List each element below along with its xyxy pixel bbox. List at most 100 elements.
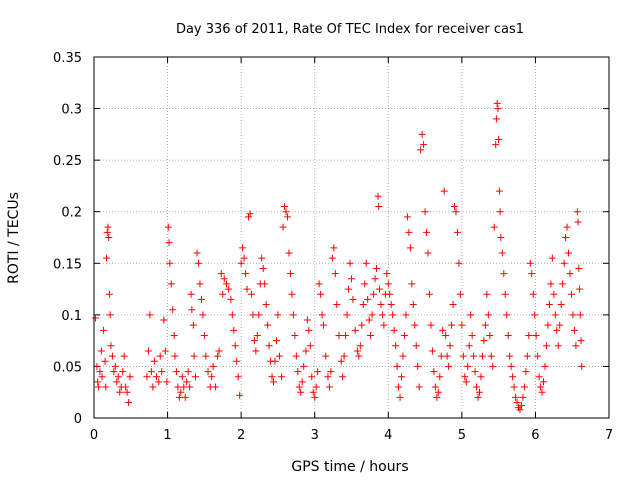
- data-point: [294, 368, 302, 376]
- data-point: [245, 213, 252, 221]
- chart-title: Day 336 of 2011, Rate Of TEC Index for r…: [176, 22, 524, 37]
- data-point: [359, 301, 367, 309]
- data-point: [374, 192, 382, 200]
- data-point: [386, 290, 394, 298]
- data-point: [566, 270, 574, 278]
- data-point: [214, 352, 222, 360]
- data-point: [234, 373, 242, 381]
- data-point: [265, 342, 273, 350]
- y-tick-label: 0.05: [53, 360, 82, 375]
- data-point: [461, 373, 469, 381]
- data-point: [458, 321, 466, 329]
- data-point: [434, 388, 442, 396]
- data-point: [283, 213, 291, 221]
- data-point: [246, 210, 254, 218]
- data-point: [468, 331, 476, 339]
- data-point: [120, 352, 128, 360]
- data-point: [477, 373, 485, 381]
- data-point: [94, 383, 102, 391]
- data-point: [219, 290, 227, 298]
- data-point: [225, 285, 233, 293]
- data-point: [262, 301, 270, 309]
- data-point: [146, 311, 154, 319]
- data-point: [452, 208, 460, 216]
- y-tick-label: 0.35: [53, 51, 82, 66]
- x-tick-label: 3: [311, 428, 319, 443]
- data-point: [165, 239, 173, 247]
- data-point: [94, 378, 102, 386]
- data-point: [526, 259, 534, 267]
- data-point: [275, 352, 283, 360]
- data-point: [305, 326, 313, 334]
- data-point: [200, 331, 208, 339]
- data-point: [322, 352, 330, 360]
- data-point: [169, 306, 177, 314]
- data-point: [282, 208, 290, 216]
- data-point: [125, 399, 133, 407]
- data-point: [402, 311, 410, 319]
- data-point: [237, 259, 245, 267]
- data-point: [478, 352, 486, 360]
- data-point: [392, 342, 400, 350]
- data-point: [551, 311, 559, 319]
- data-point: [143, 373, 151, 381]
- data-point: [243, 285, 251, 293]
- data-point: [111, 362, 119, 370]
- data-point: [188, 306, 196, 314]
- data-point: [311, 393, 319, 401]
- data-point: [498, 249, 506, 257]
- data-point: [93, 362, 101, 370]
- data-point: [430, 368, 438, 376]
- data-point: [220, 275, 228, 283]
- data-point: [172, 368, 180, 376]
- data-point: [370, 290, 378, 298]
- data-point: [98, 373, 106, 381]
- data-point: [196, 280, 204, 288]
- data-point: [545, 301, 553, 309]
- data-point: [417, 146, 425, 154]
- data-point: [553, 326, 561, 334]
- data-point: [91, 314, 99, 322]
- data-point: [236, 391, 244, 399]
- data-point: [436, 373, 444, 381]
- data-point: [158, 368, 166, 376]
- data-point: [259, 264, 267, 272]
- data-point: [327, 368, 335, 376]
- data-point: [516, 406, 524, 414]
- y-axis-label: ROTI / TECUs: [6, 192, 22, 284]
- data-point: [258, 254, 266, 262]
- data-point: [408, 280, 416, 288]
- grid-layer: [94, 57, 609, 418]
- data-point: [476, 388, 484, 396]
- data-point: [464, 362, 472, 370]
- data-point: [144, 347, 152, 355]
- data-point: [189, 321, 197, 329]
- data-point: [373, 264, 381, 272]
- data-point: [446, 342, 454, 350]
- data-point: [339, 373, 347, 381]
- data-point: [230, 326, 238, 334]
- data-point: [330, 244, 338, 252]
- data-point: [298, 378, 306, 386]
- data-point: [105, 234, 113, 241]
- data-point: [147, 368, 155, 376]
- data-point: [439, 326, 447, 334]
- data-point: [186, 383, 194, 391]
- data-point: [101, 357, 109, 365]
- data-point: [279, 223, 287, 231]
- data-point: [534, 352, 542, 360]
- data-point: [522, 368, 530, 376]
- data-point: [102, 383, 110, 391]
- data-point: [520, 383, 528, 391]
- data-point: [414, 362, 422, 370]
- data-point: [532, 331, 540, 339]
- data-point: [197, 295, 205, 303]
- data-point: [406, 244, 414, 252]
- data-point: [400, 331, 408, 339]
- data-point: [361, 280, 369, 288]
- data-point: [409, 301, 417, 309]
- data-point: [548, 254, 556, 262]
- tick-layer: 0 1 2 3 4 5 6 7 0 0.05 0.1 0.15 0.2 0.25 0.3 0.35: [53, 51, 613, 443]
- data-point: [570, 326, 578, 334]
- data-point: [497, 234, 505, 241]
